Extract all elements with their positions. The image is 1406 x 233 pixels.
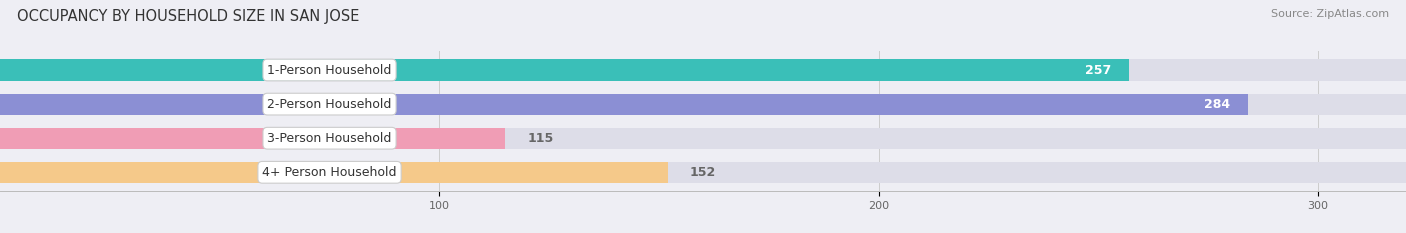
Bar [0,128,505,149]
Text: 257: 257 [1085,64,1112,76]
Bar [0,93,1406,115]
Text: 115: 115 [527,132,554,145]
Bar [0,93,1249,115]
Text: 4+ Person Household: 4+ Person Household [263,166,396,179]
Text: 2-Person Household: 2-Person Household [267,98,392,111]
Text: OCCUPANCY BY HOUSEHOLD SIZE IN SAN JOSE: OCCUPANCY BY HOUSEHOLD SIZE IN SAN JOSE [17,9,360,24]
Bar [0,162,1406,183]
Bar [0,59,1129,81]
Bar [0,162,668,183]
Text: Source: ZipAtlas.com: Source: ZipAtlas.com [1271,9,1389,19]
Bar [0,59,1406,81]
Bar [0,128,1406,149]
Text: 3-Person Household: 3-Person Household [267,132,392,145]
Text: 1-Person Household: 1-Person Household [267,64,392,76]
Text: 284: 284 [1204,98,1230,111]
Text: 152: 152 [690,166,716,179]
